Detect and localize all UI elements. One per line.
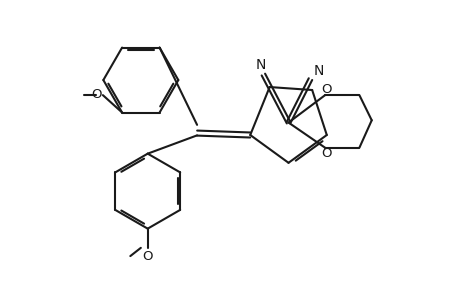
Text: N: N (255, 58, 265, 72)
Text: O: O (320, 83, 330, 96)
Text: O: O (142, 250, 153, 262)
Text: O: O (91, 88, 102, 101)
Text: O: O (320, 147, 330, 160)
Text: N: N (313, 64, 323, 78)
